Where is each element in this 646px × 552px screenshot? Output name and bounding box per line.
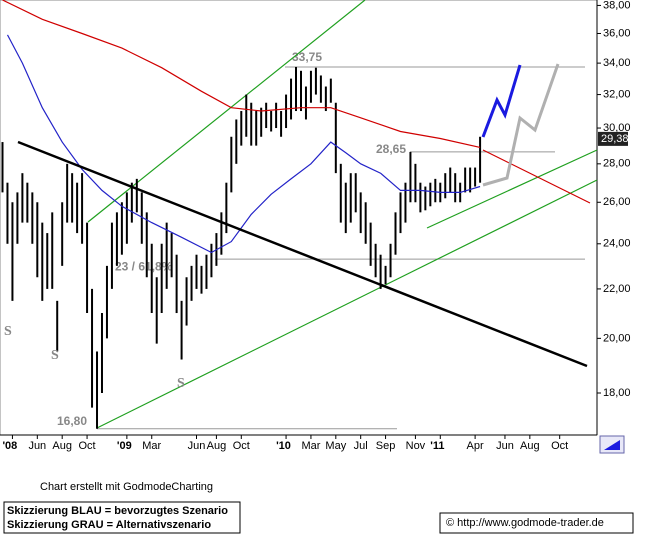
y-tick-label: 18,00 [603, 387, 631, 399]
nav-icon[interactable] [599, 435, 625, 454]
y-tick-label: 24,00 [603, 238, 631, 250]
credit: Chart erstellt mit GodmodeCharting [40, 481, 213, 493]
x-tick-label: Oct [79, 440, 96, 452]
x-tick-label: Oct [551, 440, 568, 452]
x-tick-label: Mar [142, 440, 161, 452]
level-label: 33,75 [292, 50, 322, 64]
marker: S [51, 348, 59, 363]
x-tick-label: Jun [496, 440, 514, 452]
x-tick-label: May [325, 440, 346, 452]
x-tick-label: Jun [188, 440, 206, 452]
y-tick-label: 34,00 [603, 57, 631, 69]
last-price-box [598, 131, 628, 146]
y-tick-label: 28,00 [603, 158, 631, 170]
x-axis-labels: '08 Jun Aug Oct '09 Mar Jun Aug Oct '10 Mar May Jul S… [2, 435, 568, 452]
y-tick-label: 38,00 [603, 0, 631, 11]
y-tick-label: 36,00 [603, 27, 631, 39]
url[interactable]: © http://www.godmode-trader.de [446, 517, 604, 529]
level-label: 16,80 [57, 414, 87, 428]
x-tick-label: Aug [207, 440, 227, 452]
scenario-gray [482, 63, 560, 187]
y-tick-label: 32,00 [603, 88, 631, 100]
x-tick-label: Aug [52, 440, 72, 452]
legend-text: Skizzierung GRAU = Alternativszenario [7, 519, 211, 531]
marker: S [177, 376, 185, 391]
nav-arrow [604, 440, 620, 450]
levels: 33,75 28,65 23 / 61,8% 16,80 [57, 50, 585, 430]
x-tick-label: Apr [467, 440, 484, 452]
x-tick-label: Sep [376, 440, 396, 452]
x-tick-label: '10 [276, 440, 291, 452]
level-label: 23 / 61,8% [115, 259, 173, 273]
x-tick-label: Mar [301, 440, 320, 452]
y-tick-label: 30,00 [603, 122, 631, 134]
level-label: 28,65 [376, 142, 406, 156]
trend-line [17, 140, 588, 368]
y-axis-labels: 18,00 20,00 22,00 24,00 26,00 28,00 30,00 32,00… [597, 0, 631, 399]
trend-line [87, 0, 366, 223]
legend-box [3, 501, 241, 534]
x-tick-label: Aug [520, 440, 540, 452]
y-tick-label: 26,00 [603, 196, 631, 208]
trend-line [96, 179, 598, 429]
plot-area [0, 0, 598, 436]
marker: S [4, 324, 12, 339]
trend-lines [87, 0, 598, 429]
trend-line [426, 149, 598, 229]
url-box [439, 512, 634, 534]
x-tick-label: '08 [2, 440, 17, 452]
y-tick-label: 22,00 [603, 283, 631, 295]
x-tick-label: Jul [354, 440, 368, 452]
y-tick-label: 20,00 [603, 332, 631, 344]
moving-average [2, 0, 481, 148]
scenario-blue [481, 64, 522, 138]
x-tick-label: '09 [117, 440, 132, 452]
x-tick-label: Nov [406, 440, 426, 452]
x-tick-label: Oct [233, 440, 250, 452]
x-tick-label: Jun [28, 440, 46, 452]
legend-text: Skizzierung BLAU = bevorzugtes Szenario [7, 505, 228, 517]
last-price-label: 29,38 [601, 133, 629, 145]
x-tick-label: '11 [430, 440, 444, 452]
trend-line [482, 149, 591, 204]
